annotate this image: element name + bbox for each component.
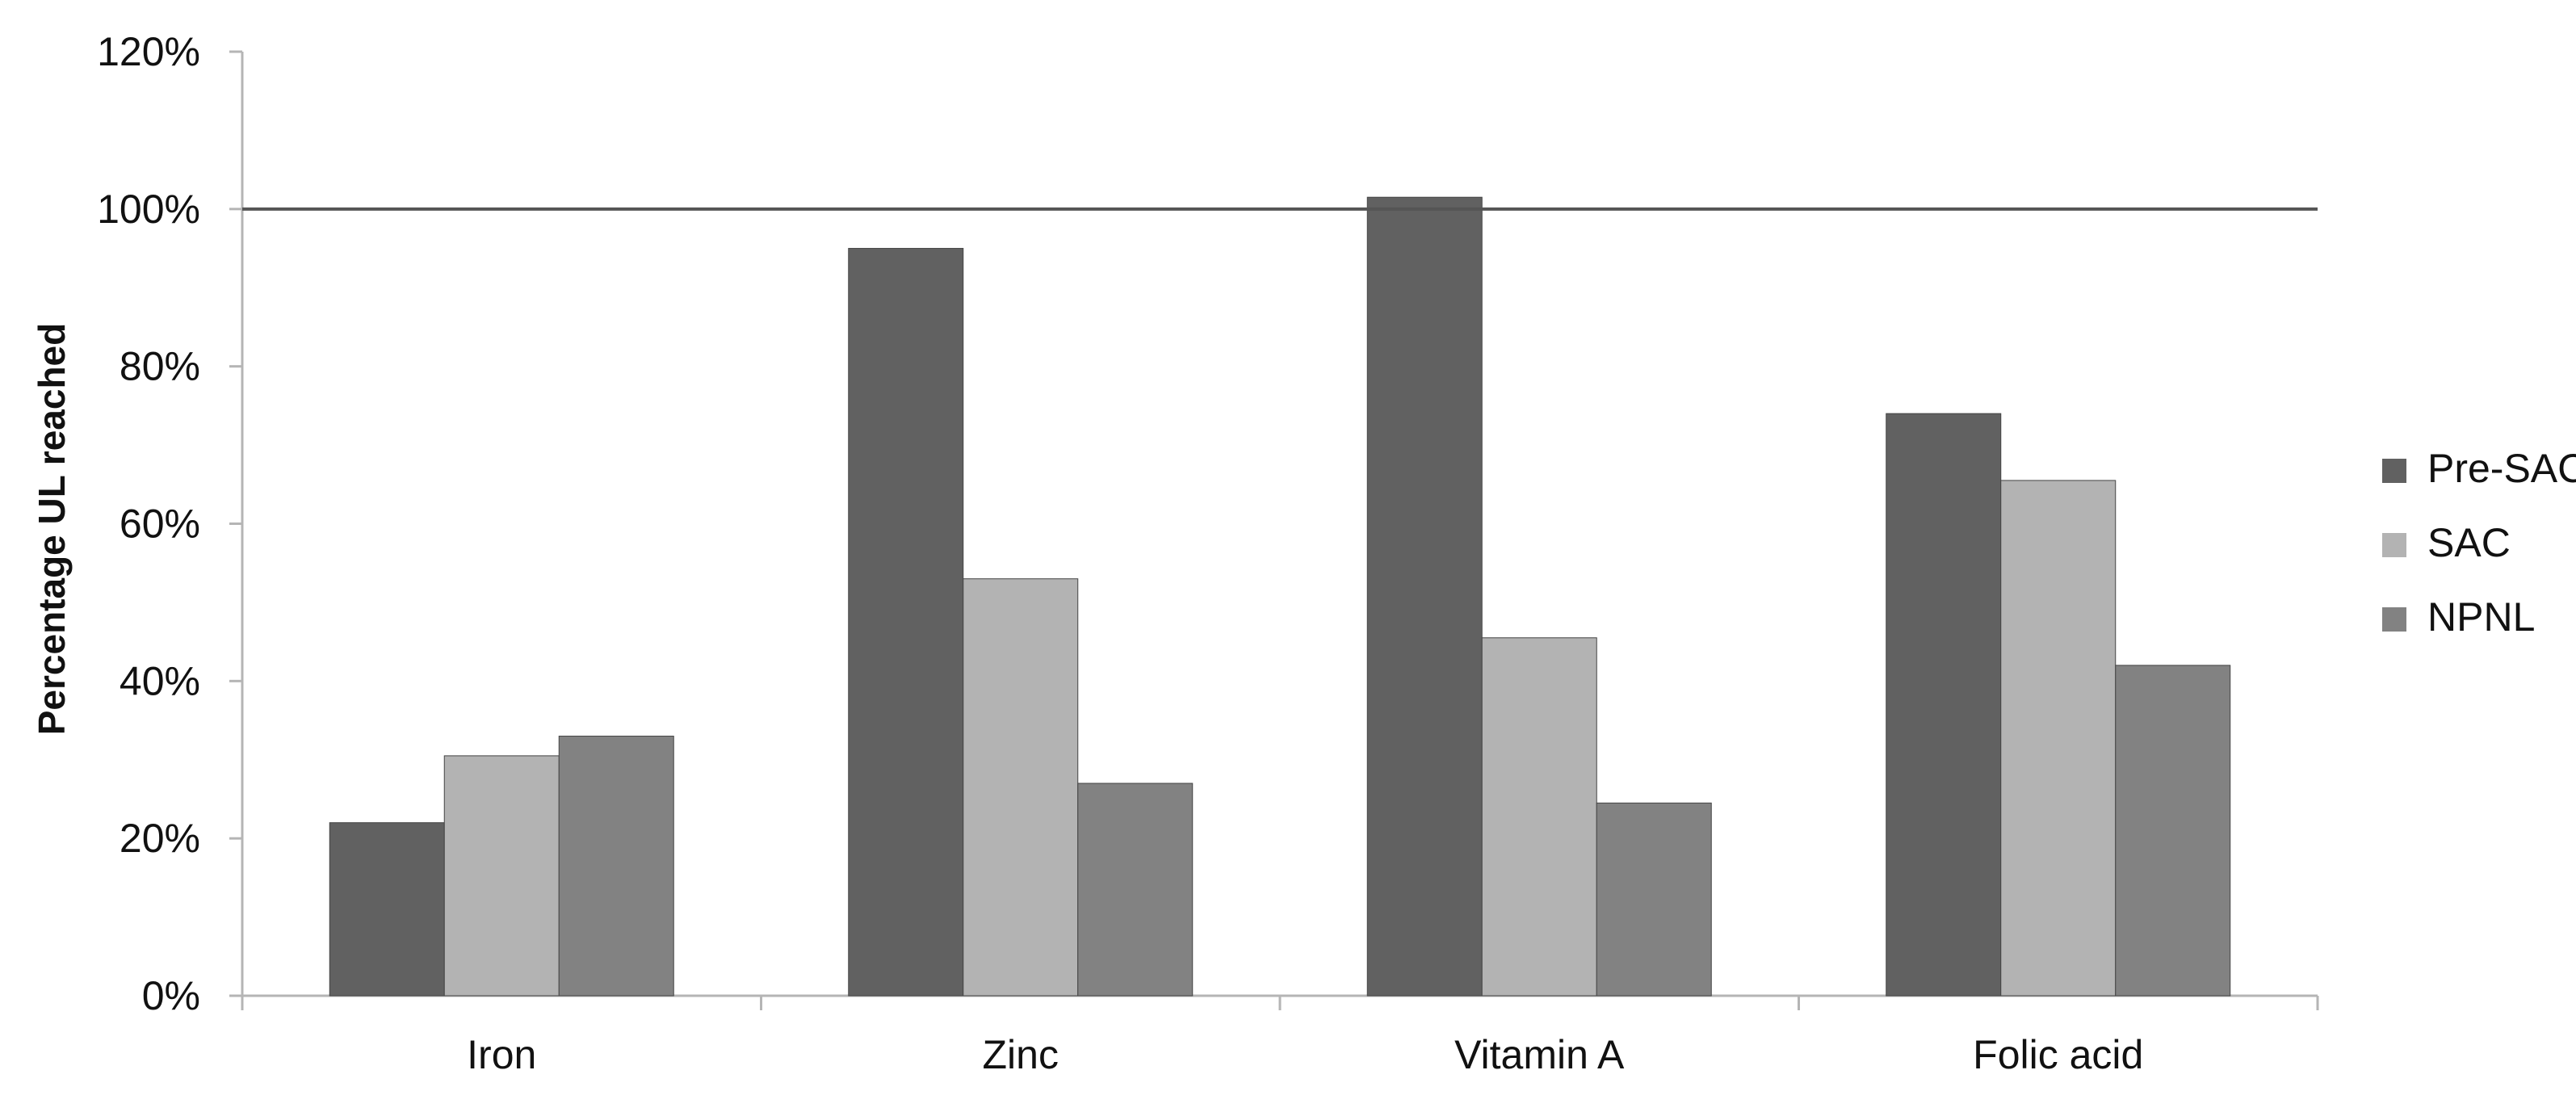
y-axis-label: Percentage UL reached	[31, 323, 73, 736]
legend-swatch	[2382, 533, 2406, 557]
bar	[1077, 783, 1194, 997]
y-tick-label: 80%	[120, 344, 200, 389]
bar	[2115, 665, 2231, 997]
bar	[329, 822, 445, 997]
legend-label: SAC	[2427, 520, 2511, 565]
bar	[558, 736, 674, 997]
bar	[848, 248, 964, 997]
bar	[1596, 802, 1712, 997]
x-category-label: Folic acid	[1973, 1032, 2143, 1077]
plot-area: 0% 20% 40% 60% 80% 100% 120% Iron Zinc Vitamin A F…	[97, 29, 2319, 1077]
y-tick-label: 40%	[120, 658, 200, 703]
bar	[963, 578, 1079, 997]
bar	[443, 755, 560, 997]
y-tick-label: 20%	[120, 816, 200, 861]
legend-swatch	[2382, 607, 2406, 632]
legend-label: Pre-SAC	[2427, 446, 2576, 491]
legend-label: NPNL	[2427, 594, 2535, 640]
x-category-label: Vitamin A	[1454, 1032, 1625, 1077]
bar	[2000, 480, 2117, 997]
y-tick-label: 0%	[142, 973, 200, 1018]
bar	[1481, 637, 1597, 997]
bar	[1886, 413, 2002, 997]
x-category-label: Iron	[467, 1032, 536, 1077]
y-tick-label: 120%	[97, 29, 200, 74]
y-tick-label: 100%	[97, 187, 200, 232]
y-tick-label: 60%	[120, 502, 200, 547]
x-category-label: Zinc	[983, 1032, 1059, 1077]
legend-swatch	[2382, 459, 2406, 483]
bar	[1366, 196, 1483, 997]
legend: Pre-SAC SAC NPNL	[2382, 446, 2576, 640]
